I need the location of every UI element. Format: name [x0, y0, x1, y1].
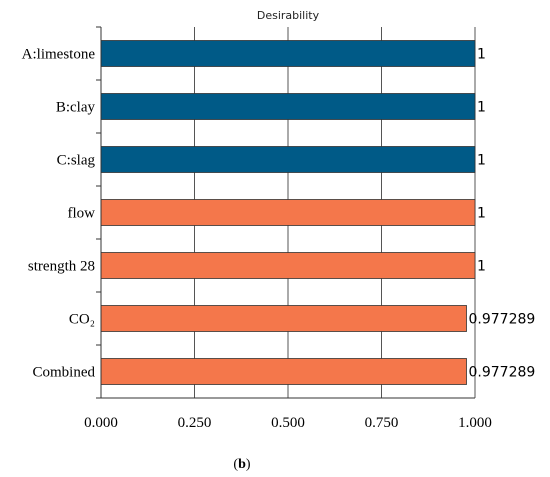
- bar-6: [100, 358, 467, 385]
- value-label: 1: [477, 153, 486, 169]
- figure-caption: (b): [233, 457, 250, 472]
- x-tick-labels: 0.000 0.250 0.500 0.750 1.000: [84, 415, 492, 431]
- value-labels: 1 1 1 1 1 0.977289 0.977289: [469, 47, 536, 381]
- bar-2: [100, 146, 476, 173]
- value-label: 0.977289: [469, 365, 536, 381]
- x-tick-label: 1.000: [458, 415, 492, 431]
- axes: [96, 26, 475, 399]
- x-tick-label: 0.500: [271, 415, 305, 431]
- value-label: 1: [477, 259, 486, 275]
- value-label: 1: [477, 47, 486, 63]
- value-label: 0.977289: [469, 312, 536, 328]
- category-label: CO₂: [69, 312, 95, 328]
- category-label: B:clay: [56, 100, 96, 116]
- bar-1: [100, 93, 476, 120]
- x-tick-label: 0.250: [178, 415, 212, 431]
- category-label: strength 28: [28, 259, 95, 275]
- bar-3: [100, 199, 476, 226]
- bar-5: [100, 305, 467, 332]
- category-labels: A:limestone B:clay C:slag flow strength 28 CO…: [22, 47, 96, 381]
- value-label: 1: [477, 206, 486, 222]
- category-label: Combined: [33, 365, 96, 381]
- chart-title: Desirability: [257, 9, 320, 22]
- bar-0: [100, 40, 476, 67]
- category-label: A:limestone: [22, 47, 96, 63]
- category-label: flow: [68, 206, 96, 222]
- x-tick-label: 0.750: [365, 415, 399, 431]
- x-tick-label: 0.000: [84, 415, 118, 431]
- value-label: 1: [477, 100, 486, 116]
- bar-4: [100, 252, 476, 279]
- category-label: C:slag: [57, 153, 96, 169]
